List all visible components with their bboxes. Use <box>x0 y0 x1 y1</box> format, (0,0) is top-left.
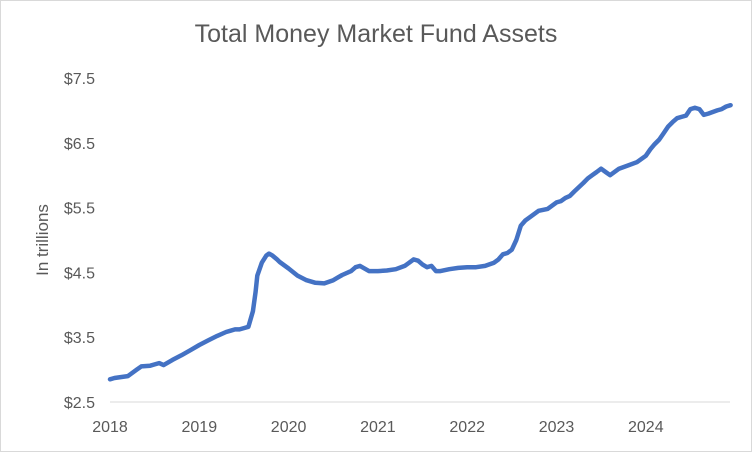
chart-title: Total Money Market Fund Assets <box>194 20 558 48</box>
y-tick-label: $6.5 <box>64 136 95 153</box>
y-tick-label: $5.5 <box>64 201 95 218</box>
y-tick-label: $7.5 <box>64 71 95 88</box>
y-axis-label: In trillions <box>33 204 52 276</box>
x-tick-label: 2018 <box>92 419 128 436</box>
x-tick-label: 2020 <box>271 419 307 436</box>
y-tick-label: $2.5 <box>64 395 95 412</box>
y-tick-label: $4.5 <box>64 265 95 282</box>
x-tick-label: 2022 <box>449 419 485 436</box>
x-tick-label: 2024 <box>628 419 664 436</box>
x-tick-label: 2019 <box>182 419 218 436</box>
y-tick-labels: $2.5 $3.5 $4.5 $5.5 $6.5 $7.5 <box>64 71 95 412</box>
x-tick-label: 2021 <box>360 419 396 436</box>
y-tick-label: $3.5 <box>64 330 95 347</box>
x-tick-label: 2023 <box>539 419 575 436</box>
series-line <box>107 102 733 382</box>
x-tick-labels: 2018 2019 2020 2021 2022 2023 2024 <box>92 419 663 436</box>
